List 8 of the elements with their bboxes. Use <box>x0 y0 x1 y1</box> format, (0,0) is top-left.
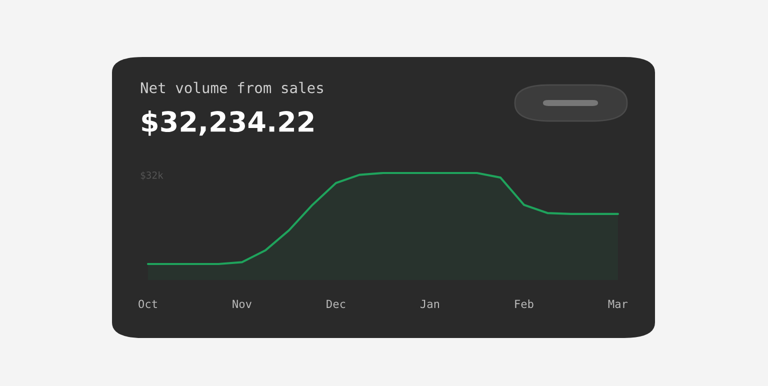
x-tick-label: Mar <box>608 300 628 308</box>
chart-subtitle: $32,234.22 <box>142 110 314 136</box>
x-tick-label: Feb <box>515 300 534 308</box>
chart-title: Net volume from sales <box>140 82 323 94</box>
x-tick-label: Oct <box>138 300 157 308</box>
x-tick-label: Nov <box>232 300 252 308</box>
x-tick-label: Dec <box>326 300 346 308</box>
x-tick-label: Jan <box>420 300 439 308</box>
